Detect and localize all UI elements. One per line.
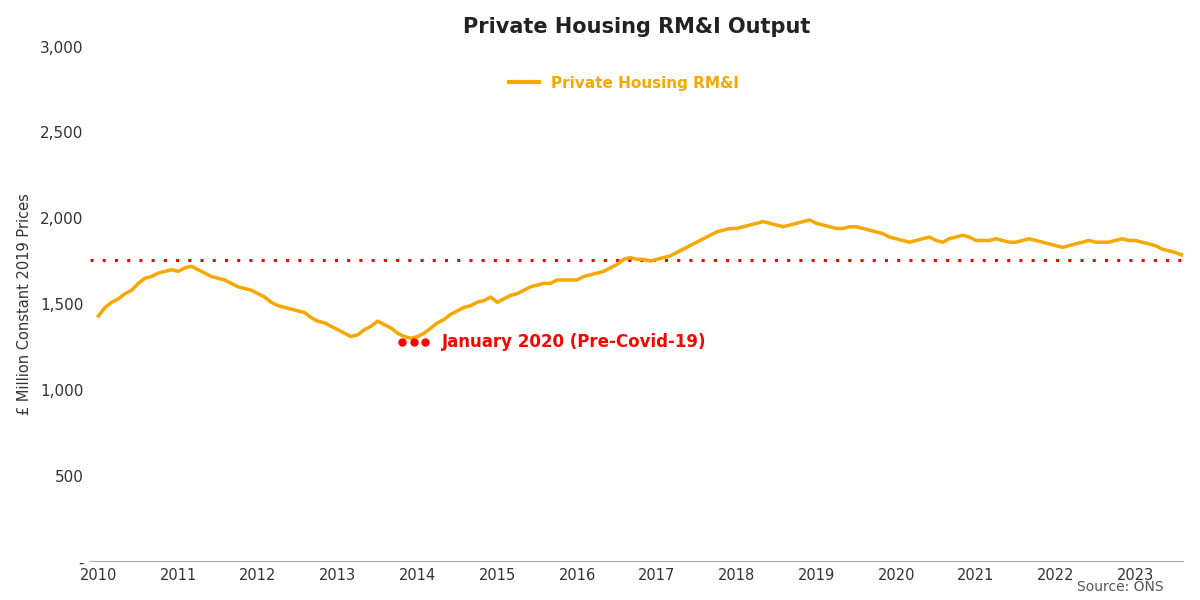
Legend: Private Housing RM&I: Private Housing RM&I bbox=[503, 70, 745, 97]
Title: Private Housing RM&I Output: Private Housing RM&I Output bbox=[463, 17, 810, 37]
Text: January 2020 (Pre-Covid-19): January 2020 (Pre-Covid-19) bbox=[442, 333, 706, 351]
Text: Source: ONS: Source: ONS bbox=[1078, 580, 1164, 594]
Y-axis label: £ Million Constant 2019 Prices: £ Million Constant 2019 Prices bbox=[17, 193, 31, 415]
